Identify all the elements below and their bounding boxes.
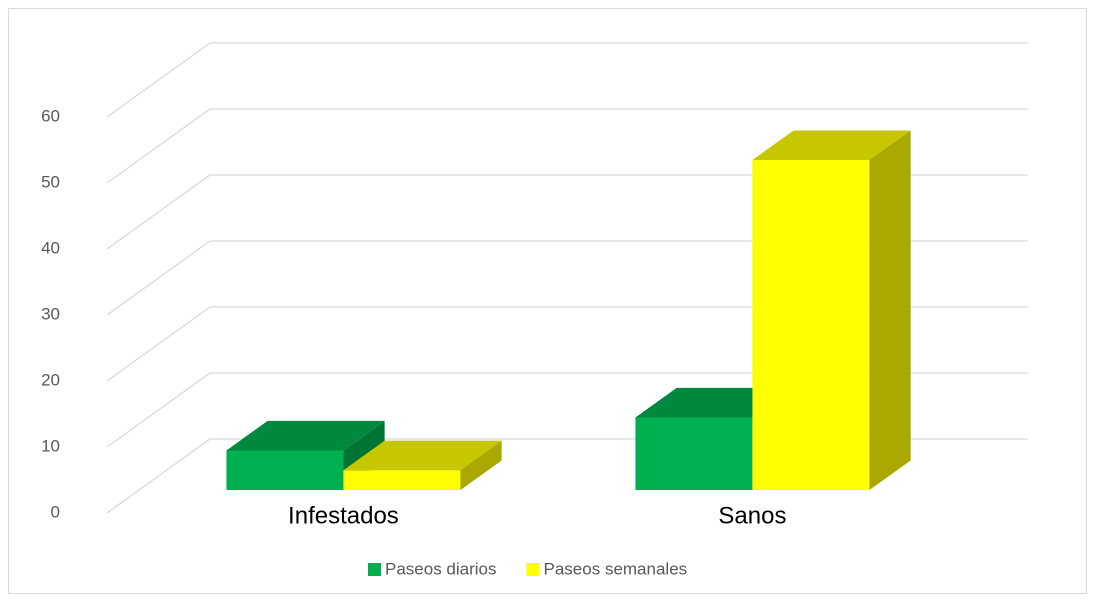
y-tick-label: 40 bbox=[41, 238, 60, 257]
grid-line bbox=[106, 42, 1028, 118]
bar-side bbox=[460, 440, 502, 491]
legend-swatch bbox=[368, 563, 381, 576]
legend-label: Paseos semanales bbox=[544, 559, 688, 578]
y-tick-label: 20 bbox=[41, 370, 60, 389]
legend-swatch bbox=[526, 563, 540, 576]
x-tick-label: Infestados bbox=[288, 502, 399, 529]
bar-top bbox=[343, 440, 502, 471]
y-tick-label: 50 bbox=[41, 172, 60, 191]
y-tick-label: 60 bbox=[41, 106, 60, 125]
y-tick-label: 10 bbox=[41, 436, 60, 455]
bar-front bbox=[635, 417, 753, 491]
bar-top bbox=[226, 420, 385, 451]
grid-line bbox=[106, 108, 1028, 184]
chart-border bbox=[8, 8, 1087, 594]
x-tick-label: Sanos bbox=[718, 502, 786, 529]
y-tick-label: 30 bbox=[41, 304, 60, 323]
bar-side bbox=[869, 130, 911, 491]
bar-top bbox=[752, 130, 911, 161]
bar-front bbox=[752, 160, 870, 491]
bar-front bbox=[226, 450, 344, 491]
bar-front bbox=[343, 470, 461, 491]
legend-label: Paseos diarios bbox=[385, 559, 497, 578]
y-tick-label: 0 bbox=[51, 502, 60, 521]
